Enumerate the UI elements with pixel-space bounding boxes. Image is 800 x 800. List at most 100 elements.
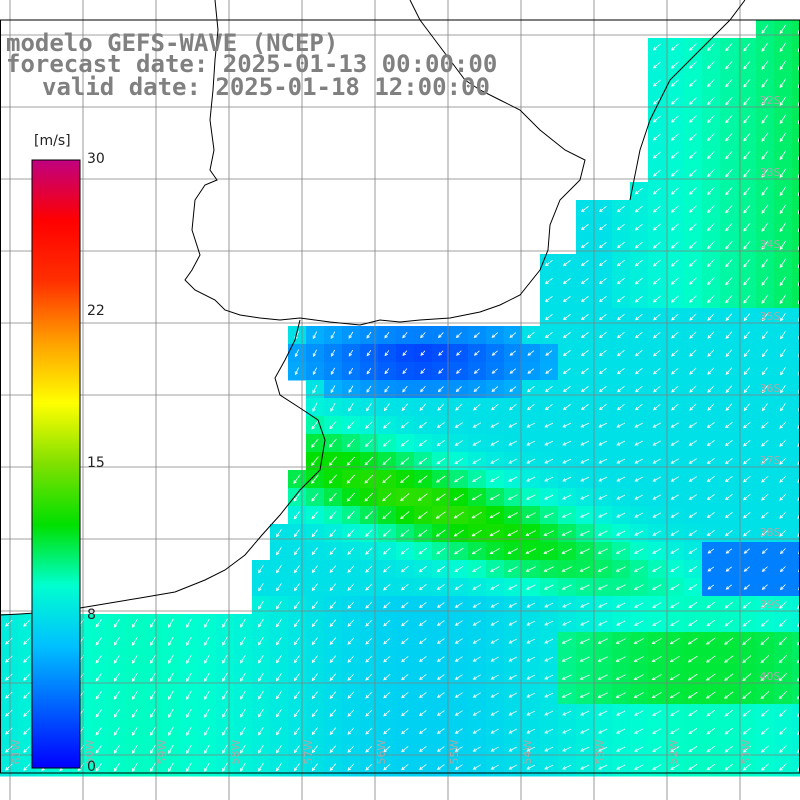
wind-arrow <box>634 602 644 608</box>
wind-arrow-head <box>778 659 783 664</box>
wind-arrow <box>689 422 697 428</box>
wind-arrow-head <box>743 191 747 196</box>
wind-arrow <box>347 601 355 609</box>
wind-arrow-head <box>652 748 656 752</box>
wind-arrow <box>743 439 751 447</box>
wind-arrow <box>526 440 536 446</box>
wind-arrow-head <box>365 551 369 555</box>
wind-arrow-head <box>760 659 765 664</box>
wind-arrow-head <box>689 371 693 375</box>
wind-arrow <box>581 260 589 266</box>
wind-arrow <box>689 385 697 393</box>
wind-cell <box>792 578 800 597</box>
wind-arrow <box>761 511 769 519</box>
wind-arrow <box>670 764 680 770</box>
wind-arrow <box>616 764 626 770</box>
wind-arrow-head <box>616 334 621 339</box>
wind-arrow-head <box>508 460 513 464</box>
wind-arrow <box>617 295 625 303</box>
wind-arrow-head <box>543 532 548 536</box>
wind-arrow <box>437 674 445 680</box>
wind-arrow <box>670 728 680 734</box>
wind-arrow-head <box>634 334 639 339</box>
wind-arrow <box>725 566 733 572</box>
wind-arrow <box>581 404 589 410</box>
wind-arrow <box>617 277 625 285</box>
wind-arrow <box>563 260 571 266</box>
wind-arrow <box>689 313 697 321</box>
wind-arrow-head <box>402 352 406 357</box>
wind-arrow <box>276 745 282 753</box>
wind-arrow-head <box>418 622 423 627</box>
wind-arrow-head <box>186 714 190 718</box>
wind-arrow <box>653 115 661 123</box>
wind-arrow <box>276 565 282 573</box>
wind-arrow <box>743 367 751 375</box>
wind-arrow-head <box>508 604 513 608</box>
wind-arrow-head <box>311 659 316 664</box>
wind-arrow <box>545 368 553 374</box>
wind-arrow <box>688 691 698 699</box>
wind-arrow <box>653 385 661 393</box>
wind-arrow <box>653 223 661 231</box>
wind-arrow <box>743 240 751 250</box>
wind-arrow <box>797 641 800 646</box>
wind-arrow-head <box>633 568 638 572</box>
wind-arrow <box>653 403 661 411</box>
wind-arrow-head <box>742 605 747 609</box>
wind-arrow <box>329 547 337 555</box>
wind-arrow-head <box>561 550 566 554</box>
model-title: modelo GEFS-WAVE (NCEP) <box>6 29 339 57</box>
wind-arrow-head <box>417 515 422 519</box>
wind-arrow-head <box>436 550 440 555</box>
wind-arrow-head <box>634 388 639 393</box>
wind-arrow-head <box>526 766 531 770</box>
wind-arrow-head <box>402 370 406 375</box>
wind-arrow <box>652 602 662 608</box>
wind-arrow-head <box>312 353 317 358</box>
wind-arrow <box>761 493 769 501</box>
wind-arrow <box>276 637 282 645</box>
wind-arrow <box>725 548 733 554</box>
wind-arrow-head <box>258 677 262 682</box>
wind-arrow <box>598 512 608 518</box>
wind-cell <box>792 596 800 615</box>
wind-arrow-head <box>580 244 585 249</box>
wind-arrow <box>438 386 444 392</box>
wind-arrow <box>634 548 644 554</box>
wind-arrow <box>293 474 301 484</box>
wind-arrow <box>598 710 608 716</box>
wind-arrow-head <box>204 768 208 772</box>
wind-arrow <box>401 674 409 680</box>
wind-arrow-head <box>311 497 315 502</box>
wind-arrow <box>689 512 697 518</box>
wind-arrow-head <box>651 640 656 644</box>
wind-arrow <box>168 618 174 628</box>
wind-arrow <box>329 421 337 429</box>
wind-arrow-head <box>724 424 729 429</box>
wind-arrow <box>671 223 679 231</box>
wind-arrow-head <box>597 658 602 662</box>
wind-arrow-head <box>131 750 136 754</box>
wind-arrow <box>743 601 751 609</box>
wind-arrow <box>779 258 787 268</box>
wind-arrow-head <box>580 262 585 267</box>
wind-arrow-head <box>797 228 800 233</box>
wind-arrow <box>455 620 463 626</box>
wind-arrow <box>382 457 392 465</box>
wind-arrow-head <box>670 281 675 285</box>
wind-arrow <box>418 529 428 537</box>
wind-arrow-head <box>634 622 638 626</box>
wind-arrow-head <box>705 641 710 645</box>
wind-arrow-head <box>561 640 566 644</box>
wind-arrow-head <box>761 586 766 590</box>
wind-arrow <box>616 638 626 644</box>
wind-arrow <box>508 602 518 608</box>
wind-arrow-head <box>526 460 531 464</box>
wind-arrow-head <box>743 371 748 376</box>
wind-arrow <box>400 475 410 483</box>
wind-arrow <box>383 439 391 447</box>
wind-arrow <box>562 728 572 734</box>
wind-arrow <box>706 709 716 717</box>
wind-arrow-head <box>275 623 280 628</box>
